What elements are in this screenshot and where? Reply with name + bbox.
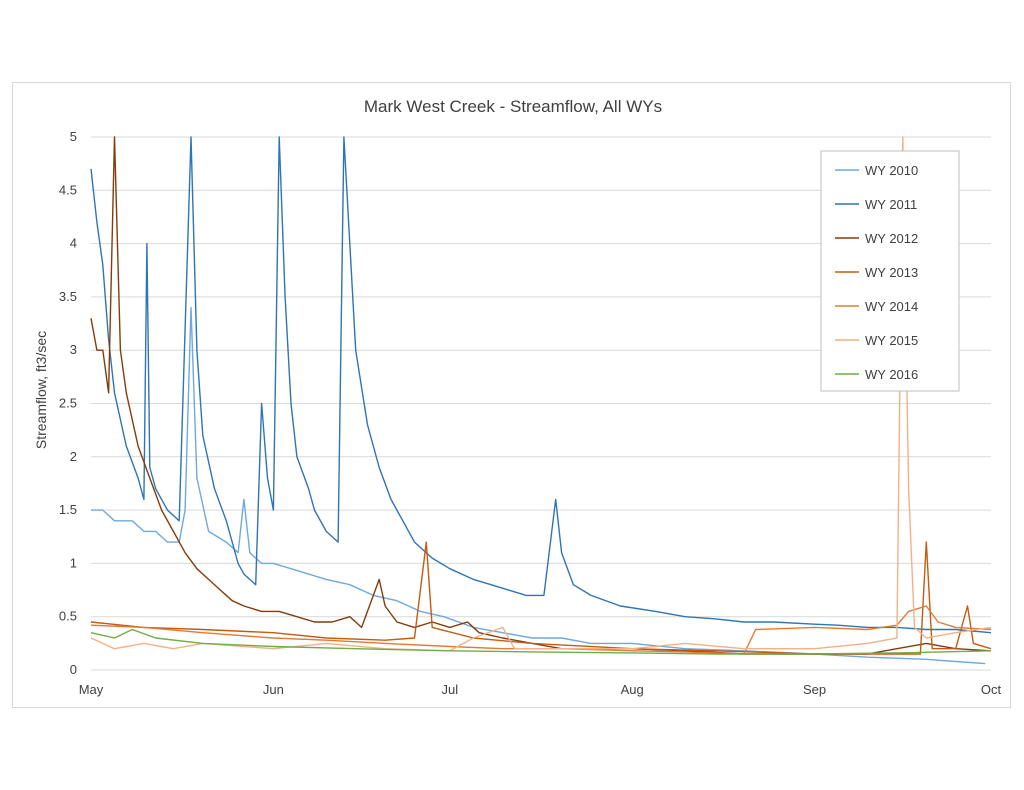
legend-label: WY 2013 xyxy=(865,265,918,280)
y-tick-label: 0.5 xyxy=(59,609,77,624)
series-line-wy-2014 xyxy=(90,605,992,655)
legend-label: WY 2011 xyxy=(865,197,917,212)
y-tick-label: 0 xyxy=(70,662,77,677)
y-tick-label: 4 xyxy=(70,236,77,251)
y-tick-label: 2 xyxy=(70,449,77,464)
x-tick-label: Jul xyxy=(442,682,459,697)
legend-label: WY 2014 xyxy=(865,299,918,314)
x-tick-label: May xyxy=(79,682,104,697)
y-tick-label: 3.5 xyxy=(59,289,77,304)
y-tick-label: 4.5 xyxy=(59,182,77,197)
streamflow-line-chart: Mark West Creek - Streamflow, All WYs St… xyxy=(33,97,1002,697)
y-tick-label: 1 xyxy=(70,555,77,570)
y-tick-label: 2.5 xyxy=(59,396,77,411)
series-line-wy-2015 xyxy=(90,136,992,652)
chart-title: Mark West Creek - Streamflow, All WYs xyxy=(364,97,662,116)
x-tick-label: Aug xyxy=(621,682,644,697)
legend-box xyxy=(820,150,960,392)
x-tick-label: Jun xyxy=(263,682,284,697)
y-axis-ticks: 0 0.5 1 1.5 2 2.5 3 3.5 4 4.5 5 xyxy=(59,129,77,677)
chart-area: Mark West Creek - Streamflow, All WYs St… xyxy=(12,82,1011,708)
legend-label: WY 2010 xyxy=(865,163,918,178)
legend-label: WY 2015 xyxy=(865,333,918,348)
legend-label: WY 2016 xyxy=(865,367,918,382)
series-line-wy-2010 xyxy=(91,306,986,665)
series-line-wy-2011 xyxy=(90,136,992,634)
legend-label: WY 2012 xyxy=(865,231,918,246)
series-lines xyxy=(90,136,992,665)
y-tick-label: 3 xyxy=(70,342,77,357)
y-tick-label: 5 xyxy=(70,129,77,144)
y-axis-label: Streamflow, ft3/sec xyxy=(33,331,49,449)
series-line-wy-2013 xyxy=(90,541,992,655)
x-tick-label: Sep xyxy=(803,682,826,697)
series-line-wy-2016 xyxy=(90,628,992,655)
x-axis-ticks: May Jun Jul Aug Sep Oct xyxy=(79,682,1002,697)
legend: WY 2010 WY 2011 WY 2012 WY 2013 WY 2014 WY 20… xyxy=(820,150,960,392)
x-tick-label: Oct xyxy=(981,682,1002,697)
y-tick-label: 1.5 xyxy=(59,502,77,517)
